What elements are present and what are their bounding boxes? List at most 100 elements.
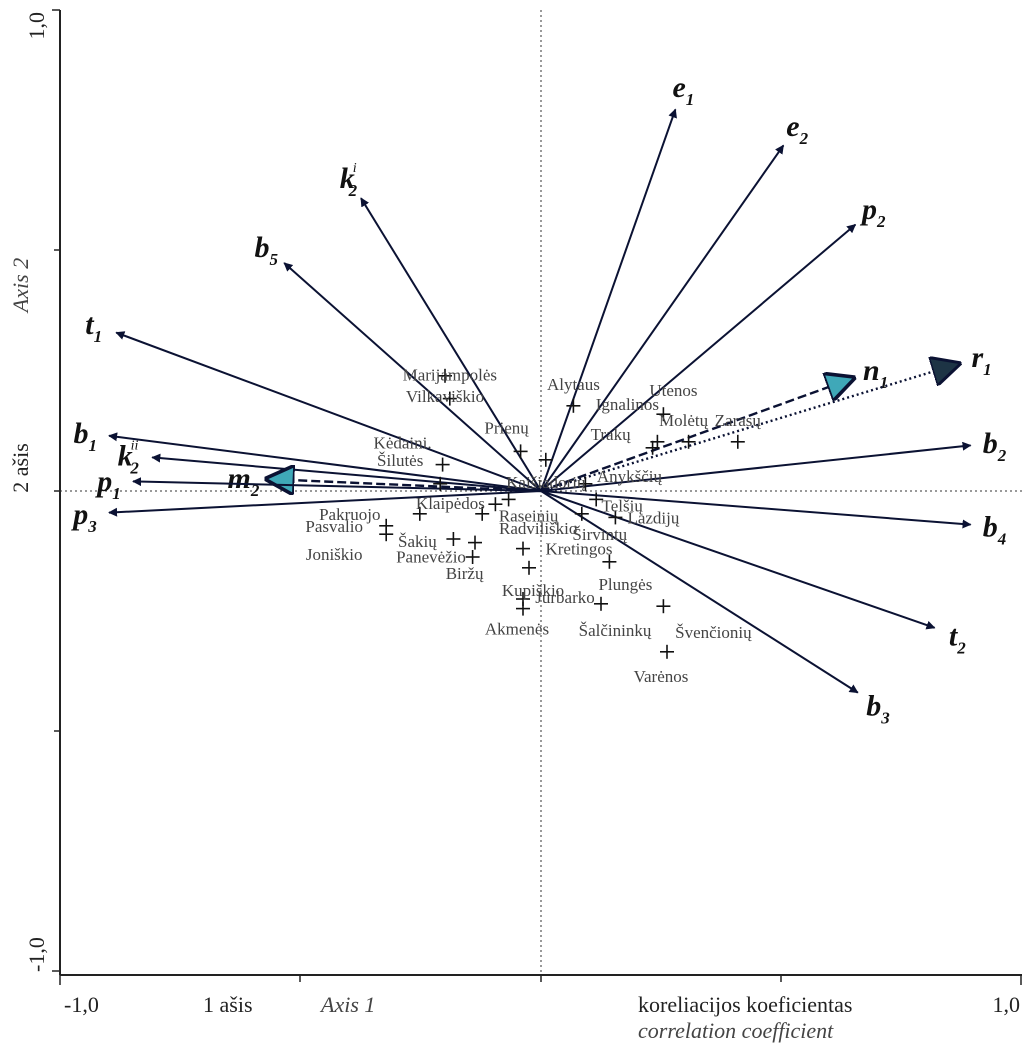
axis-text: -1,0 1,0 1,0 -1,0 1 ašis Axis 1 2 ašis A… <box>8 12 1020 1043</box>
vector-label-k2-ii: kii 2 <box>118 438 140 477</box>
site-point-18 <box>501 492 516 507</box>
vector-arrow-e1 <box>540 108 677 492</box>
x-tick-label-min: -1,0 <box>64 992 99 1017</box>
site-point-25 <box>465 550 480 564</box>
site-point-7 <box>730 434 745 449</box>
caption-en: correlation coefficient <box>638 1018 834 1043</box>
site-label-23: Šakių <box>398 532 437 551</box>
site-point-16 <box>574 506 589 521</box>
site-point-26 <box>516 541 530 556</box>
site-label-17: Klaipėdos <box>416 494 485 513</box>
site-label-8: Trakų <box>591 425 631 444</box>
vector-arrow-b5 <box>283 262 542 492</box>
site-label-4: Utenos <box>649 381 697 400</box>
site-point-15 <box>608 510 623 525</box>
vector-arrow-t1 <box>115 331 542 492</box>
site-label-18: Raseinių <box>499 506 559 525</box>
site-label-11: Kėdaini. <box>374 434 432 453</box>
site-point-8 <box>645 440 660 455</box>
y-tick-label-max: 1,0 <box>24 12 49 40</box>
site-label-12: Šilutės <box>377 451 423 470</box>
vector-label-p1: p1 <box>94 465 121 503</box>
vector-arrow-p1 <box>132 477 542 492</box>
site-point-6 <box>681 434 696 449</box>
vector-arrow-e2 <box>540 144 785 492</box>
site-point-33 <box>660 644 674 659</box>
site-point-1 <box>438 368 452 383</box>
site-label-1: Vilkaviškio <box>406 387 484 406</box>
site-label-20: Pakruojo <box>319 505 380 524</box>
y-tick-label-min: -1,0 <box>24 937 49 972</box>
vector-label-e2: e2 <box>786 110 808 148</box>
site-label-30: Akmenės <box>485 620 549 639</box>
site-label-14: Telšių <box>602 496 644 515</box>
vector-arrow-t2 <box>540 490 936 630</box>
site-point-23 <box>446 532 461 546</box>
vector-label-t2: t2 <box>949 620 966 658</box>
vector-arrow-b4 <box>540 490 972 529</box>
vector-label-b5: b5 <box>255 231 279 269</box>
vector-label-t1: t1 <box>85 308 102 346</box>
site-label-9: Prienų <box>484 418 529 437</box>
site-label-19: Radviliškio <box>499 519 577 538</box>
site-label-13: Anykščių <box>597 467 663 486</box>
x-axis-label-lt: 1 ašis <box>203 992 253 1017</box>
site-label-7: Zarasų <box>715 411 762 430</box>
site-point-19 <box>475 506 490 521</box>
site-point-24 <box>468 535 482 550</box>
site-point-30 <box>516 601 530 616</box>
vector-arrow-p2 <box>540 223 857 492</box>
vector-label-b2: b2 <box>983 427 1007 465</box>
vector-arrow-p3 <box>108 490 542 517</box>
caption-lt: koreliacijos koeficientas <box>638 992 852 1017</box>
site-point-3 <box>566 398 581 413</box>
plot-frame <box>52 9 1022 985</box>
vector-label-b1: b1 <box>73 417 97 455</box>
site-point-28 <box>602 554 617 569</box>
site-point-2 <box>442 391 457 406</box>
site-label-28: Plungės <box>598 575 652 594</box>
site-label-24: Panevėžio <box>396 548 466 567</box>
site-label-25: Biržų <box>446 564 484 583</box>
site-label-31: Šalčininkų <box>579 621 652 640</box>
vector-label-b3: b3 <box>866 689 890 727</box>
site-point-27 <box>522 560 536 575</box>
site-label-10: Kaišiadorių <box>506 473 586 492</box>
site-point-13 <box>578 476 593 491</box>
site-label-27: Kupiškio <box>502 581 564 600</box>
site-label-5: Ignalinos <box>596 395 659 414</box>
site-label-3: Alytaus <box>547 375 600 394</box>
site-point-20 <box>412 506 427 521</box>
site-label-2: Marijampolės <box>403 366 497 385</box>
vector-arrow-k2-i <box>360 197 542 492</box>
vector-label-m2: m2 <box>228 462 260 500</box>
site-point-22 <box>379 527 394 542</box>
site-label-22: Joniškio <box>306 545 363 564</box>
vector-label-e1: e1 <box>672 71 694 109</box>
x-axis-label-en: Axis 1 <box>319 992 375 1017</box>
vector-arrow-b3 <box>540 490 859 694</box>
vector-label-p2: p2 <box>859 193 886 231</box>
vector-arrow-b2 <box>540 441 972 492</box>
site-point-14 <box>589 492 604 507</box>
site-point-12 <box>433 476 448 491</box>
site-point-4 <box>656 407 671 422</box>
vector-label-b4: b4 <box>983 510 1007 548</box>
y-axis-label-lt: 2 ašis <box>8 443 33 493</box>
site-point-10 <box>538 452 553 467</box>
site-point-11 <box>435 457 450 472</box>
site-markers: Vilkaviškio Marijampolės Alytaus UtenosIgna… <box>305 366 761 686</box>
site-label-6: Molėtų <box>659 411 709 430</box>
vector-arrow-n1 <box>540 378 853 493</box>
site-label-33: Varėnos <box>634 667 689 686</box>
vector-arrow-b1 <box>108 432 542 492</box>
x-tick-label-max: 1,0 <box>993 992 1021 1017</box>
site-label-21: Pasvalio <box>305 517 363 536</box>
site-point-17 <box>488 497 503 512</box>
y-axis-label-en: Axis 2 <box>8 258 33 314</box>
vector-label-n1: n1 <box>863 354 888 392</box>
vector-label-r1: r1 <box>971 341 991 379</box>
site-label-29: Jurbarko <box>535 588 594 607</box>
